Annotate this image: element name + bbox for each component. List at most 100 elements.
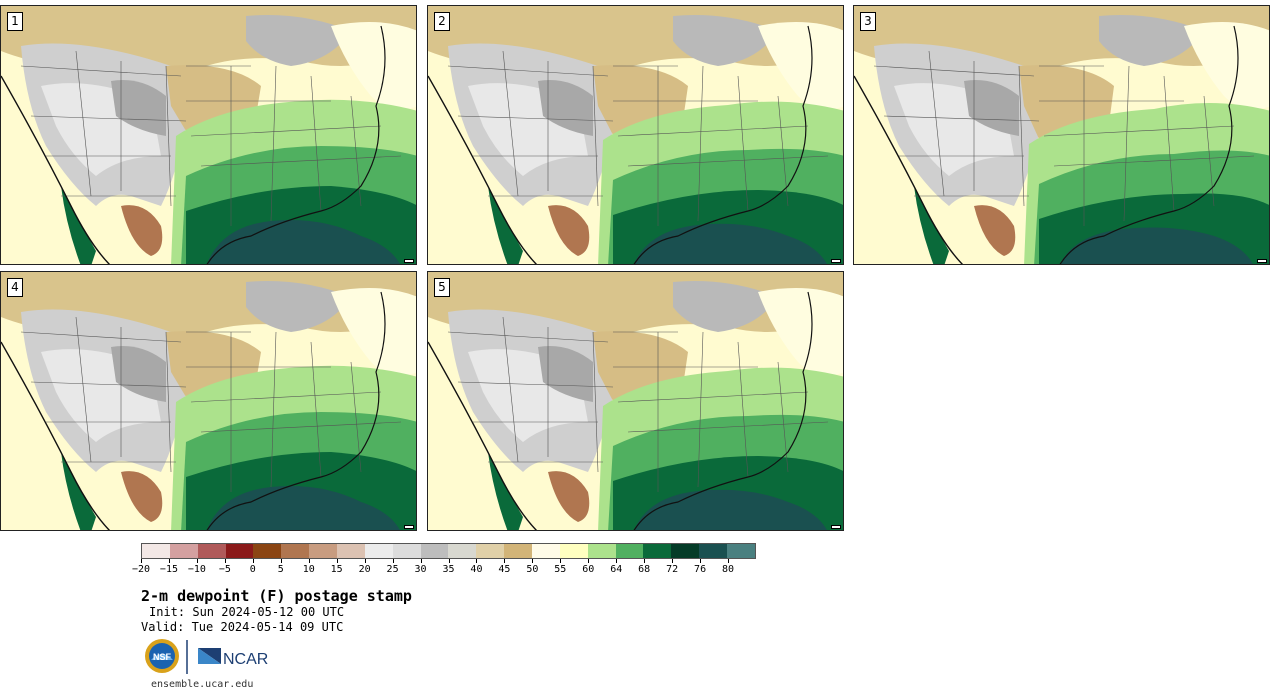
west-coast-moist: [61, 452, 96, 530]
colorbar-segment: [420, 544, 449, 558]
northeast-region: [331, 22, 416, 110]
state-border: [457, 115, 614, 122]
pacific-coastline: [428, 341, 538, 530]
colorbar-segment: [727, 544, 755, 558]
colorbar-segment: [643, 544, 672, 558]
website-url: ensemble.ucar.edu: [151, 679, 254, 690]
colorbar-ticks: −20 −15 −10 −5 0 5 10 15 20 25 30 35 40 45 50 55 60 64 68 7…: [132, 559, 756, 579]
rockies-region: [111, 346, 166, 402]
west-coast-moist: [914, 186, 949, 264]
state-border: [447, 331, 609, 343]
map-panel-2: 2: [427, 5, 844, 265]
state-border: [617, 391, 809, 403]
nsf-logo: NSF: [145, 639, 179, 673]
colorbar-segment: [364, 544, 393, 558]
northeast-region: [758, 288, 843, 376]
state-border: [190, 391, 382, 403]
colorbar-tick-label: 72: [666, 564, 679, 575]
colorbar-tick: [141, 559, 142, 563]
init-time: Init: Sun 2024-05-12 00 UTC: [149, 605, 345, 619]
state-border: [502, 50, 519, 197]
colorbar-segment: [253, 544, 282, 558]
colorbar-tick: [448, 559, 450, 563]
colorbar-tick-label: 15: [330, 564, 343, 575]
state-border: [1123, 65, 1130, 222]
colorbar-tick-label: 55: [554, 564, 567, 575]
northeast-region: [1184, 22, 1269, 110]
colorbar-tick-label: 50: [526, 564, 539, 575]
colorbar-tick-label: 10: [302, 564, 315, 575]
pacific-coastline: [854, 75, 964, 264]
colorbar-segment: [309, 544, 338, 558]
panel-number: 4: [7, 278, 23, 297]
logos: NSF NCAR: [145, 639, 268, 674]
colorbar-segment: [197, 544, 226, 558]
state-border: [627, 421, 829, 433]
mexico-dry-spot: [974, 205, 1016, 256]
panel-number: 1: [7, 12, 23, 31]
colorbar-segment: [559, 544, 588, 558]
state-border: [697, 331, 704, 488]
colorbar-tick: [308, 559, 310, 563]
state-border: [1053, 155, 1255, 167]
state-border: [627, 155, 829, 167]
great-lakes-region: [1099, 15, 1204, 66]
colorbar-tick-label: 45: [498, 564, 511, 575]
colorbar-tick: [588, 559, 590, 563]
colorbar-tick-label: 76: [694, 564, 707, 575]
colorbar-segment: [142, 544, 170, 558]
colorbar-tick-label: 60: [582, 564, 595, 575]
atlantic-gulf-coastline: [206, 291, 386, 530]
colorbar-tick: [252, 559, 254, 563]
colorbar-tick-label: 5: [277, 564, 284, 575]
panel-number: 3: [860, 12, 876, 31]
colorbar-segment: [476, 544, 505, 558]
state-border: [20, 65, 182, 77]
mexico-dry-spot: [548, 205, 590, 256]
map-panel-4: 4: [0, 271, 417, 531]
gulf-of-mexico: [1060, 227, 1253, 264]
atlantic-gulf-coastline: [1059, 25, 1239, 264]
gulf-of-mexico: [206, 220, 400, 264]
panel-number: 2: [434, 12, 450, 31]
colorbar-segment: [671, 544, 700, 558]
northeast-region: [758, 22, 843, 110]
gulf-of-mexico: [206, 486, 400, 530]
colorbar-tick: [672, 559, 674, 563]
colorbar-tick-label: 64: [610, 564, 623, 575]
nsf-logo-text: NSF: [153, 652, 172, 662]
state-border: [270, 331, 277, 488]
atlantic-gulf-coastline: [206, 25, 386, 264]
ncar-logo: NCAR: [198, 648, 268, 668]
colorbar: [141, 543, 756, 559]
state-border: [1163, 75, 1175, 212]
atlantic-gulf-coastline: [633, 291, 813, 530]
colorbar-tick-label: 30: [414, 564, 427, 575]
colorbar-segment: [587, 544, 616, 558]
state-border: [165, 65, 172, 207]
state-border: [200, 421, 402, 433]
map-panel-1: 1: [0, 5, 417, 265]
colorbar-tick: [224, 559, 226, 563]
great-lakes-region: [246, 281, 351, 332]
colorbar-tick-label: −5: [218, 564, 231, 575]
state-border: [75, 50, 92, 197]
mexico-dry-spot: [548, 471, 590, 522]
colorbar-tick: [364, 559, 366, 563]
corner-marker: [1257, 259, 1267, 263]
state-border: [310, 341, 322, 478]
state-border: [20, 331, 182, 343]
colorbar-segment: [448, 544, 477, 558]
colorbar-tick: [644, 559, 646, 563]
state-border: [75, 316, 92, 463]
state-border: [592, 331, 599, 473]
mexico-dry-spot: [121, 471, 163, 522]
corner-marker: [831, 259, 841, 263]
great-lakes-region: [246, 15, 351, 66]
colorbar-tick: [280, 559, 282, 563]
state-border: [737, 75, 749, 212]
colorbar-segment: [392, 544, 421, 558]
corner-marker: [404, 259, 414, 263]
plot-title: 2-m dewpoint (F) postage stamp: [141, 587, 412, 605]
colorbar-tick: [168, 559, 170, 563]
